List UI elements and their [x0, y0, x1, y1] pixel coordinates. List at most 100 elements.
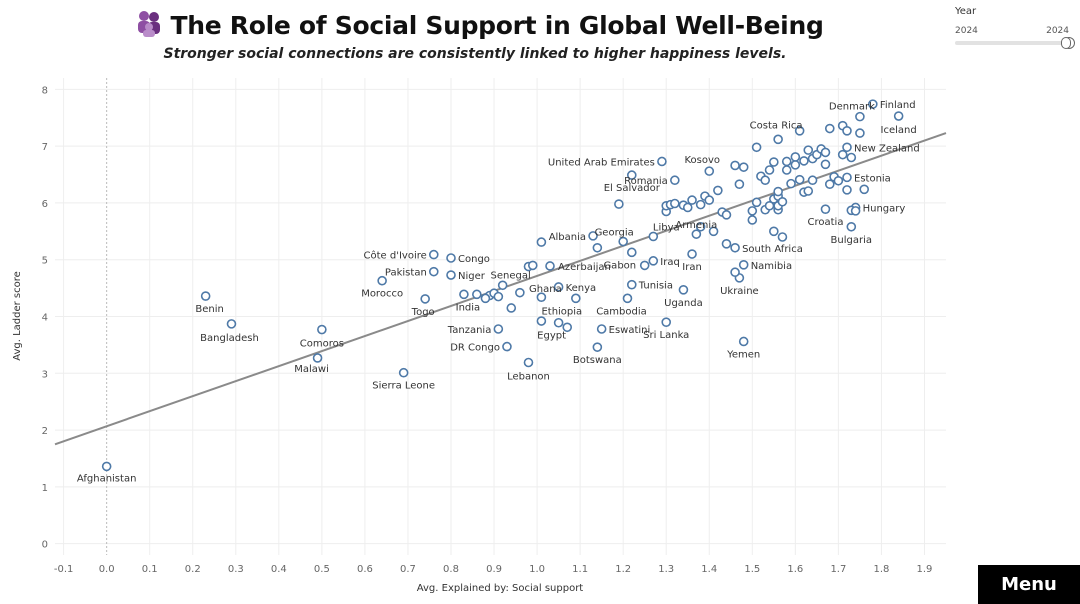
data-point[interactable]: [536, 292, 547, 302]
data-point[interactable]: [480, 293, 491, 304]
data-point[interactable]: [803, 145, 814, 155]
data-point[interactable]: [820, 204, 831, 214]
data-point[interactable]: [846, 152, 857, 163]
data-point[interactable]: [824, 123, 835, 134]
data-point[interactable]: [545, 261, 555, 271]
data-point[interactable]: [618, 236, 628, 247]
data-point[interactable]: [773, 186, 783, 197]
data-point[interactable]: [850, 206, 861, 216]
data-point[interactable]: [502, 341, 512, 352]
data-point[interactable]: [695, 221, 706, 232]
data-point[interactable]: [312, 353, 323, 363]
data-point[interactable]: [734, 179, 745, 189]
data-point[interactable]: [842, 185, 852, 195]
data-point[interactable]: [721, 210, 732, 220]
data-point[interactable]: [682, 202, 693, 213]
data-point[interactable]: [833, 175, 844, 186]
data-point[interactable]: [790, 160, 801, 170]
data-point[interactable]: [803, 186, 814, 196]
data-point[interactable]: [626, 170, 637, 180]
data-point[interactable]: [446, 270, 456, 280]
data-point[interactable]: [730, 242, 740, 253]
data-point[interactable]: [786, 178, 796, 189]
data-point[interactable]: [807, 175, 818, 186]
data-point[interactable]: [648, 231, 659, 242]
data-point[interactable]: [515, 287, 525, 298]
data-point[interactable]: [657, 156, 667, 167]
data-point[interactable]: [592, 242, 603, 253]
data-point[interactable]: [670, 175, 680, 186]
data-point[interactable]: [588, 231, 598, 241]
data-point[interactable]: [708, 226, 719, 237]
data-point[interactable]: [687, 195, 697, 205]
data-point[interactable]: [751, 142, 762, 153]
data-point[interactable]: [497, 280, 508, 291]
data-point[interactable]: [527, 260, 538, 271]
data-point[interactable]: [428, 266, 439, 277]
data-point[interactable]: [790, 152, 801, 162]
data-point[interactable]: [553, 317, 564, 328]
data-point[interactable]: [691, 229, 702, 239]
year-filter[interactable]: Year 2024 2024: [955, 6, 1075, 49]
data-point[interactable]: [571, 293, 581, 304]
data-point[interactable]: [428, 249, 439, 260]
data-point[interactable]: [824, 179, 835, 189]
data-point[interactable]: [837, 149, 848, 160]
data-point[interactable]: [842, 126, 852, 136]
data-point[interactable]: [855, 128, 865, 138]
data-point[interactable]: [536, 237, 547, 247]
data-point[interactable]: [777, 232, 788, 242]
data-point[interactable]: [730, 267, 740, 278]
data-point[interactable]: [553, 282, 564, 292]
data-point[interactable]: [777, 196, 788, 207]
data-point[interactable]: [738, 336, 749, 347]
data-point[interactable]: [781, 156, 792, 167]
data-point[interactable]: [794, 126, 805, 136]
data-point[interactable]: [695, 199, 706, 210]
data-point[interactable]: [200, 291, 211, 301]
data-point[interactable]: [760, 175, 771, 186]
data-point[interactable]: [317, 324, 327, 335]
data-point[interactable]: [751, 197, 762, 208]
data-point[interactable]: [747, 215, 758, 225]
data-point[interactable]: [493, 324, 504, 334]
data-point[interactable]: [704, 166, 715, 176]
data-point[interactable]: [842, 142, 852, 153]
data-point[interactable]: [842, 172, 852, 183]
data-point[interactable]: [377, 275, 387, 286]
data-point[interactable]: [773, 134, 783, 145]
data-point[interactable]: [536, 316, 547, 326]
data-point[interactable]: [614, 199, 624, 209]
data-point[interactable]: [721, 239, 732, 249]
data-point[interactable]: [678, 285, 689, 295]
year-slider-handle-end[interactable]: [1061, 37, 1071, 49]
data-point[interactable]: [420, 294, 430, 304]
data-point[interactable]: [820, 147, 831, 158]
data-point[interactable]: [846, 221, 857, 232]
menu-button[interactable]: Menu: [978, 565, 1080, 604]
data-point[interactable]: [626, 247, 637, 258]
data-point[interactable]: [596, 324, 607, 334]
data-point[interactable]: [472, 289, 482, 300]
data-point[interactable]: [648, 256, 659, 266]
data-point[interactable]: [868, 99, 878, 109]
data-point[interactable]: [769, 226, 779, 237]
data-point[interactable]: [781, 165, 792, 175]
data-point[interactable]: [794, 174, 805, 185]
data-point[interactable]: [764, 165, 775, 175]
data-point[interactable]: [639, 260, 650, 271]
data-point[interactable]: [738, 162, 749, 172]
data-point[interactable]: [592, 342, 603, 352]
data-point[interactable]: [799, 156, 809, 166]
data-point[interactable]: [562, 322, 573, 333]
data-point[interactable]: [769, 157, 779, 167]
data-point[interactable]: [398, 367, 409, 378]
data-point[interactable]: [820, 159, 831, 170]
data-point[interactable]: [226, 319, 237, 329]
year-slider-track[interactable]: [955, 37, 1075, 49]
data-point[interactable]: [506, 303, 517, 313]
data-point[interactable]: [446, 253, 456, 263]
data-point[interactable]: [859, 184, 870, 195]
data-point[interactable]: [622, 293, 633, 304]
data-point[interactable]: [687, 249, 697, 259]
